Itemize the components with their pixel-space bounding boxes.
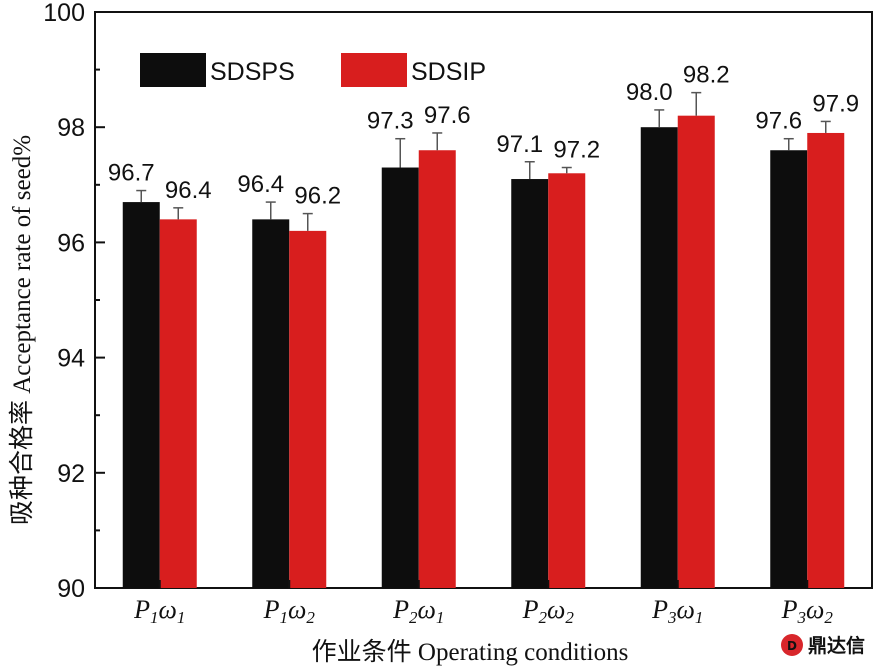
bar-sdsip [289,230,327,588]
axes [94,11,873,589]
bar-sdsip [807,132,845,588]
x-tick-label: P2ω1 [392,595,444,627]
legend-label-sdsps: SDSPS [210,58,295,86]
value-label-sdsip: 98.2 [683,62,730,89]
x-tick-label: P3ω1 [651,595,703,627]
value-label-sdsps: 98.0 [626,79,673,106]
watermark: D 鼎达信 [781,634,865,657]
bar-sdsps [640,127,678,588]
y-tick-label: 100 [43,0,85,27]
plot-frame [94,11,873,589]
value-label-sdsip: 97.2 [553,137,600,164]
value-label-sdsip: 96.2 [294,183,341,210]
bar-sdsip [159,219,197,589]
bar-sdsps [511,179,549,589]
watermark-text: 鼎达信 [808,634,865,657]
bar-sdsip [548,173,586,588]
value-label-sdsip: 96.4 [165,177,212,204]
legend-label-sdsip: SDSIP [411,58,486,86]
dingda-logo-icon [781,634,803,656]
legend-swatch-sdsip [341,53,407,87]
y-tick-label: 96 [57,229,85,257]
x-tick-label: P3ω2 [781,595,834,627]
x-axis-title: 作业条件 Operating conditions [312,638,629,666]
x-tick-label: P1ω1 [133,595,185,627]
y-axis-title: 吸种合格率 Acceptance rate of seed% [8,135,36,525]
x-tick-label: P2ω2 [522,595,575,627]
bars [122,91,845,589]
y-tick-label: 94 [57,345,85,373]
bar-sdsps [381,167,419,588]
value-label-sdsip: 97.6 [424,102,471,129]
bar-sdsps [770,150,808,589]
legend-swatch-sdsps [140,53,206,87]
bar-sdsps [122,202,160,588]
value-label-sdsps: 97.3 [367,108,414,135]
x-ticks: P1ω1 P1ω2 P2ω1 P2ω2 P3ω1 P3ω2 [133,580,833,627]
value-label-sdsps: 96.7 [108,160,155,187]
y-tick-label: 98 [57,114,85,142]
y-ticks: 90 92 94 96 98 100 [43,0,105,603]
bar-sdsps [252,219,290,589]
value-label-sdsps: 96.4 [237,171,284,198]
y-tick-label: 92 [57,460,85,488]
value-label-sdsps: 97.6 [755,108,802,135]
value-label-sdsps: 97.1 [496,131,543,158]
y-tick-label: 90 [57,575,85,603]
bar-sdsip [677,115,715,589]
bar-sdsip [418,150,456,589]
value-labels: 96.7 96.4 96.4 96.2 97.3 97.6 97.1 97.2 98.0 98.2… [108,62,859,210]
x-tick-label: P1ω2 [263,595,316,627]
value-label-sdsip: 97.9 [812,90,859,117]
dingda-logo-glyph: D [787,639,797,653]
legend: SDSPS SDSIP [140,53,486,87]
